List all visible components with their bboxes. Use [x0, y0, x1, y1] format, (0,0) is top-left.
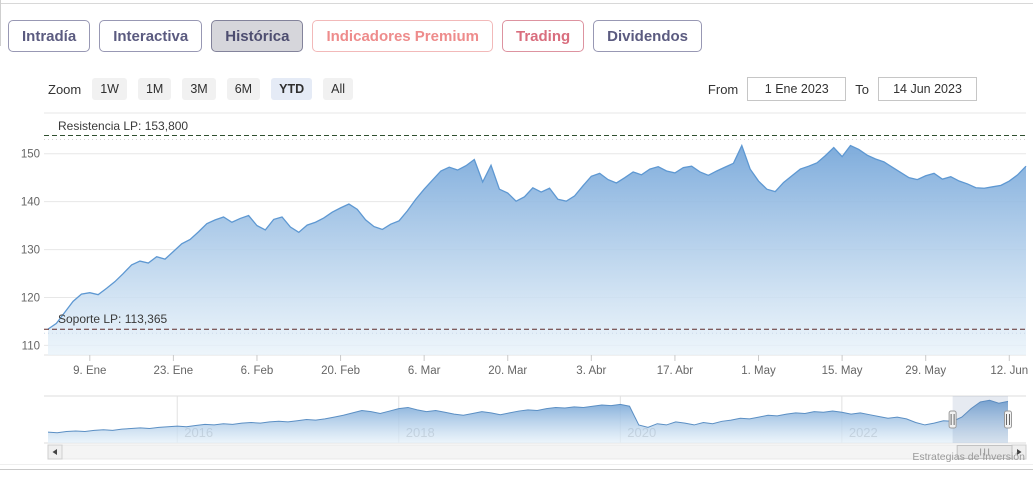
range-button-all[interactable]: All — [323, 78, 354, 100]
scrollbar-thumb[interactable] — [956, 445, 1013, 459]
resistance-annotation-label: Resistencia LP: 153,800 — [58, 118, 189, 133]
x-axis-label: 9. Ene — [73, 365, 106, 377]
x-axis-label: 23. Ene — [154, 365, 194, 377]
price-line — [47, 143, 1027, 330]
navigator-handle-left-body — [948, 410, 957, 429]
tab-interactiva[interactable]: Interactiva — [99, 20, 203, 52]
navigator: 2016201820202022 — [44, 395, 1026, 444]
x-axis-label: 17. Abr — [657, 365, 694, 377]
x-axis-label: 6. Feb — [241, 365, 274, 377]
y-axis-label: 140 — [21, 197, 40, 209]
scrollbar-track[interactable] — [47, 444, 1027, 460]
y-axis-label: 110 — [22, 340, 40, 352]
tab-trading[interactable]: Trading — [502, 20, 585, 52]
range-button-1m[interactable]: 1M — [137, 78, 172, 100]
range-button-6m[interactable]: 6M — [226, 78, 261, 100]
scrollbar-left-button[interactable] — [47, 444, 63, 460]
x-axis-label: 1. May — [741, 365, 776, 377]
top-divider — [0, 3, 1033, 4]
chart-tabs: Intradía Interactiva Histórica Indicador… — [8, 20, 703, 52]
scrollbar-right-button[interactable] — [1011, 444, 1027, 460]
y-axis-label: 130 — [21, 245, 40, 257]
tab-historica[interactable]: Histórica — [211, 20, 304, 52]
navigator-handle-right[interactable] — [1004, 410, 1012, 429]
y-axis-label: 150 — [21, 149, 40, 161]
scrollbar-left-arrow-icon — [52, 449, 57, 455]
range-button-1w[interactable]: 1W — [92, 78, 127, 100]
tab-intradia[interactable]: Intradía — [8, 20, 91, 52]
range-button-3m[interactable]: 3M — [182, 78, 216, 100]
x-axis-label: 20. Feb — [321, 365, 360, 377]
tab-dividendos[interactable]: Dividendos — [593, 20, 703, 52]
x-axis-label: 20. Mar — [488, 365, 527, 377]
main-plot: 110 120 130 140 150 9. Ene 23. Ene 6. Feb 20. Fe… — [21, 112, 1028, 377]
navigator-handle-left[interactable] — [948, 410, 957, 429]
y-axis-label: 120 — [21, 292, 40, 304]
price-area — [48, 145, 1026, 355]
from-date-input[interactable] — [747, 77, 847, 101]
navigator-selection[interactable] — [952, 396, 1008, 443]
x-axis-label: 3. Abr — [576, 365, 606, 377]
date-range-group: From To — [708, 77, 977, 101]
x-axis-label: 29. May — [905, 365, 946, 377]
navigator-handle-right-body — [1004, 410, 1012, 429]
to-label: To — [855, 81, 869, 97]
scrollbar-right-arrow-icon — [1017, 449, 1022, 455]
tab-indicadores-premium[interactable]: Indicadores Premium — [312, 20, 493, 52]
from-label: From — [707, 81, 739, 97]
zoom-range-group: Zoom 1W 1M 3M 6M YTD All — [48, 78, 354, 100]
range-button-ytd[interactable]: YTD — [271, 78, 313, 100]
range-toolbar: Zoom 1W 1M 3M 6M YTD All From To — [0, 77, 1033, 101]
scrollbar — [47, 444, 1027, 460]
watermark-credit: Estrategias de Inversión — [912, 451, 1025, 463]
x-axis-label: 15. May — [822, 365, 863, 377]
navigator-line — [47, 399, 1009, 434]
bottom-divider-light — [0, 464, 1033, 465]
x-axis-label: 6. Mar — [408, 365, 441, 377]
to-date-input[interactable] — [878, 77, 977, 101]
support-annotation-label: Soporte LP: 113,365 — [58, 312, 168, 327]
navigator-area — [48, 400, 1008, 443]
x-axis-label: 12. Jun — [990, 365, 1028, 377]
bottom-divider-dark — [0, 469, 1033, 470]
left-edge-divider — [0, 0, 1, 46]
zoom-label: Zoom — [48, 81, 82, 97]
